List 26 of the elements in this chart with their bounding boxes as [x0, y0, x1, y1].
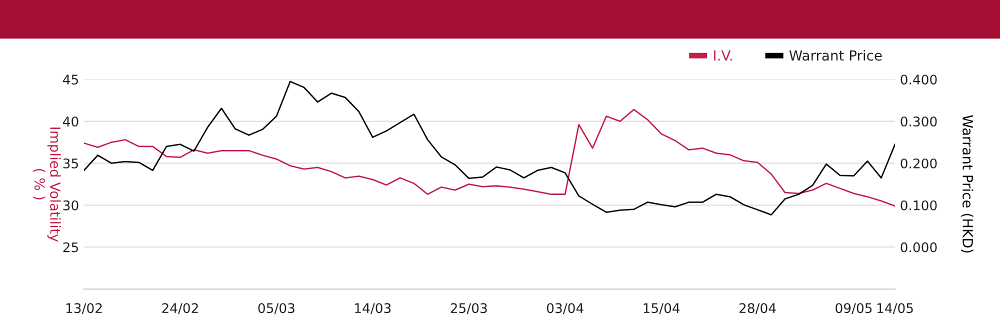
- x-tick-label: 03/04: [546, 303, 584, 314]
- line-series: [84, 108, 895, 207]
- y-tick-label: 25: [63, 242, 78, 252]
- legend-label: Warrant Price: [789, 50, 882, 61]
- y-tick-label: 40: [62, 116, 78, 127]
- x-tick-label: 14/03: [355, 303, 391, 314]
- x-tick-label: 14/05: [877, 303, 913, 314]
- y2-axis-title: Warrant Price (HKD): [960, 115, 974, 253]
- y2-tick-label: 0.400: [900, 74, 937, 85]
- y-tick-label: 35: [63, 158, 78, 168]
- legend-label: I.V.: [714, 50, 732, 61]
- x-tick-label: 25/03: [450, 303, 487, 314]
- x-tick-label: 28/04: [739, 303, 776, 314]
- x-tick-label: 05/03: [258, 303, 294, 314]
- y-tick-label: 45: [62, 74, 78, 85]
- line-series: [84, 80, 895, 216]
- y-tick-label: 30: [63, 200, 78, 210]
- y-axis-title: Implied Volatility ( % ): [32, 128, 61, 242]
- y2-tick-label: 0.200: [900, 158, 937, 168]
- y2-tick-label: 0.000: [900, 242, 937, 252]
- y2-tick-label: 0.300: [900, 116, 937, 127]
- x-tick-label: 09/05: [836, 303, 872, 314]
- x-tick-label: 15/04: [644, 303, 680, 314]
- x-tick-label: 24/02: [162, 303, 198, 314]
- y2-tick-label: 0.100: [900, 200, 937, 210]
- x-tick-label: 13/02: [66, 303, 102, 314]
